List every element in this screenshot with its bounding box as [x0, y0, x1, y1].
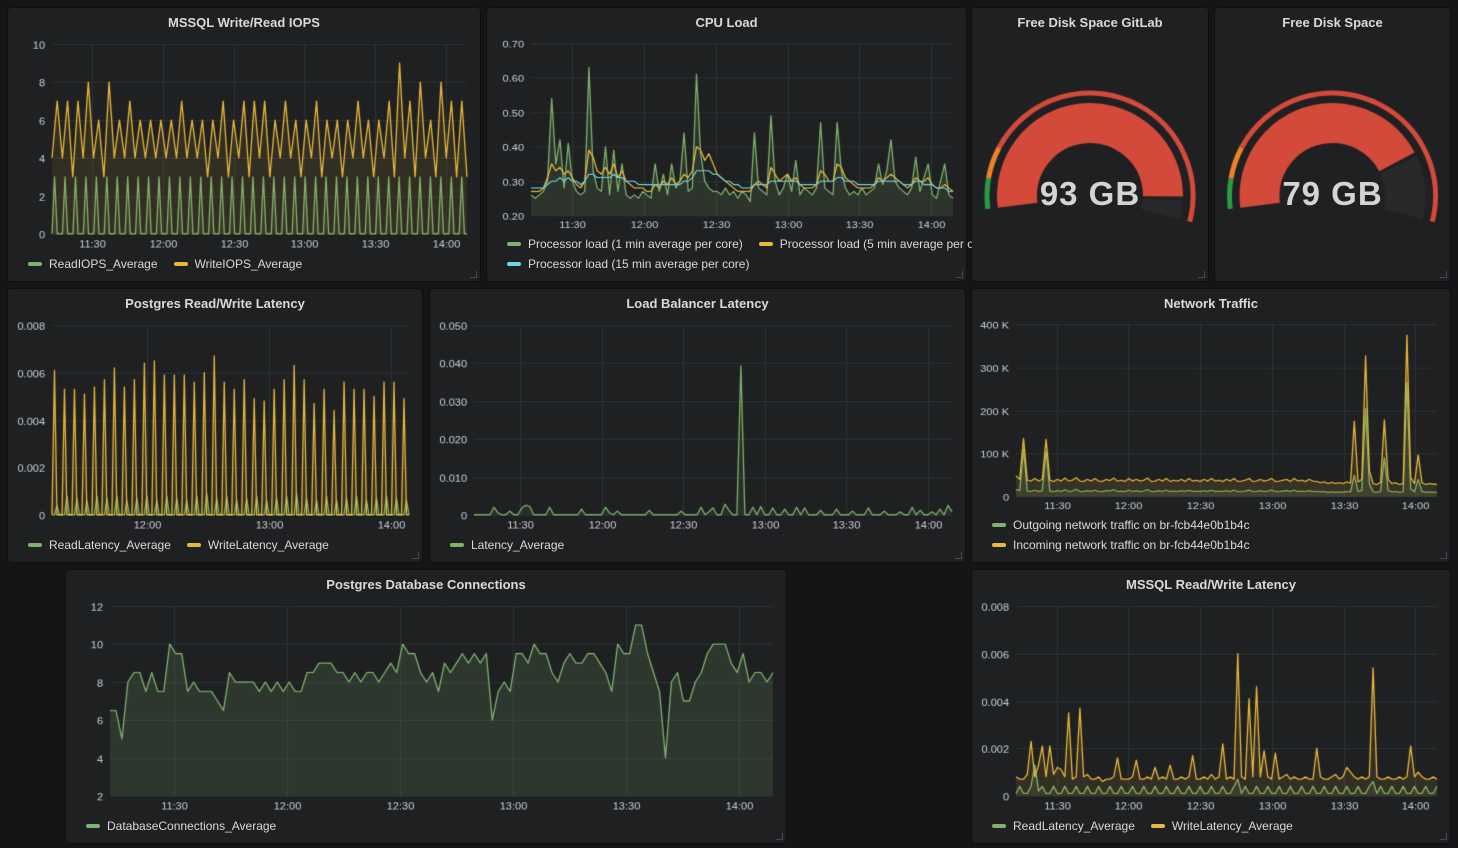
panel-resize-handle[interactable]: [470, 271, 477, 278]
legend-item[interactable]: ReadLatency_Average: [28, 535, 171, 555]
timeseries-chart-canvas[interactable]: [430, 316, 965, 534]
gauge-arc-canvas: [1215, 35, 1450, 281]
legend-series-label: Latency_Average: [471, 538, 565, 552]
panel-title[interactable]: Postgres Read/Write Latency: [125, 296, 305, 311]
chart-legend: ReadLatency_Average WriteLatency_Average: [8, 534, 422, 562]
gauge-value: 79 GB: [1282, 175, 1383, 212]
legend-series-label: DatabaseConnections_Average: [107, 819, 277, 833]
timeseries-chart-canvas[interactable]: [8, 316, 422, 534]
legend-series-label: Incoming network traffic on br-fcb44e0b1…: [1013, 538, 1250, 552]
legend-series-swatch: [992, 543, 1006, 547]
legend-series-swatch: [507, 242, 521, 246]
legend-series-label: ReadLatency_Average: [49, 538, 171, 552]
legend-series-label: WriteLatency_Average: [1171, 819, 1293, 833]
legend-item[interactable]: DatabaseConnections_Average: [86, 816, 276, 836]
legend-item[interactable]: Processor load (1 min average per core): [507, 234, 743, 254]
legend-series-swatch: [28, 543, 42, 547]
legend-item[interactable]: Processor load (5 min average per core): [758, 234, 995, 254]
legend-series-swatch: [758, 242, 773, 246]
gauge-area: 79 GB: [1215, 35, 1450, 281]
panel-title[interactable]: Free Disk Space: [1282, 15, 1383, 30]
panel-title[interactable]: Postgres Database Connections: [326, 577, 526, 592]
panel-resize-handle[interactable]: [776, 833, 783, 840]
timeseries-chart-canvas[interactable]: [972, 597, 1450, 815]
timeseries-chart-canvas[interactable]: [487, 35, 966, 233]
legend-series-swatch: [992, 523, 1006, 527]
legend-series-swatch: [173, 262, 188, 266]
panel-resize-handle[interactable]: [1440, 833, 1447, 840]
panel-resize-handle[interactable]: [955, 552, 962, 559]
panel-title[interactable]: Free Disk Space GitLab: [1017, 15, 1163, 30]
legend-series-label: WriteLatency_Average: [207, 538, 329, 552]
gauge-area: 93 GB: [972, 35, 1208, 281]
panel-load-balancer-latency: Load Balancer Latency Latency_Average: [430, 289, 965, 562]
chart-legend: ReadIOPS_Average WriteIOPS_Average: [8, 253, 480, 281]
panel-mssql-write-read-iops: MSSQL Write/Read IOPS ReadIOPS_Average Wr…: [8, 8, 480, 281]
legend-series-swatch: [1150, 824, 1165, 828]
panel-postgres-read-write-latency: Postgres Read/Write Latency ReadLatency_…: [8, 289, 422, 562]
timeseries-chart-canvas[interactable]: [972, 316, 1450, 514]
legend-item[interactable]: ReadIOPS_Average: [28, 254, 158, 274]
chart-legend: Processor load (1 min average per core) P…: [487, 233, 995, 281]
legend-item[interactable]: Incoming network traffic on br-fcb44e0b1…: [992, 535, 1250, 555]
gauge-arc-canvas: [972, 35, 1208, 281]
chart-legend: Outgoing network traffic on br-fcb44e0b1…: [972, 514, 1450, 562]
legend-series-swatch: [86, 824, 100, 828]
panel-postgres-database-connections: Postgres Database Connections DatabaseCo…: [66, 570, 786, 843]
panel-free-disk-space: Free Disk Space 79 GB: [1215, 8, 1450, 281]
legend-series-label: Processor load (15 min average per core): [528, 257, 750, 271]
chart-legend: Latency_Average: [430, 534, 965, 562]
legend-item[interactable]: Latency_Average: [450, 535, 564, 555]
legend-series-label: Outgoing network traffic on br-fcb44e0b1…: [1013, 518, 1250, 532]
legend-series-swatch: [186, 543, 201, 547]
panel-title[interactable]: Network Traffic: [1164, 296, 1258, 311]
legend-item[interactable]: ReadLatency_Average: [992, 816, 1135, 836]
legend-series-swatch: [450, 543, 464, 547]
legend-item[interactable]: Processor load (15 min average per core): [507, 254, 749, 274]
panel-title[interactable]: MSSQL Read/Write Latency: [1125, 577, 1296, 592]
panel-free-disk-space-gitlab: Free Disk Space GitLab 93 GB: [972, 8, 1208, 281]
legend-series-label: Processor load (5 min average per core): [779, 237, 995, 251]
legend-series-label: ReadLatency_Average: [1013, 819, 1135, 833]
panel-resize-handle[interactable]: [1440, 552, 1447, 559]
panel-resize-handle[interactable]: [956, 271, 963, 278]
panel-resize-handle[interactable]: [412, 552, 419, 559]
legend-series-swatch: [28, 262, 42, 266]
chart-area: [66, 597, 786, 815]
panel-title[interactable]: Load Balancer Latency: [626, 296, 769, 311]
panel-resize-handle[interactable]: [1440, 271, 1447, 278]
timeseries-chart-canvas[interactable]: [8, 35, 480, 253]
panel-title[interactable]: MSSQL Write/Read IOPS: [168, 15, 320, 30]
chart-area: [972, 597, 1450, 815]
gauge-value: 93 GB: [1039, 175, 1141, 212]
chart-area: [8, 316, 422, 534]
legend-item[interactable]: WriteIOPS_Average: [173, 254, 303, 274]
legend-series-swatch: [507, 262, 521, 266]
panel-resize-handle[interactable]: [1198, 271, 1205, 278]
chart-area: [972, 316, 1450, 514]
chart-area: [487, 35, 966, 233]
chart-legend: ReadLatency_Average WriteLatency_Average: [972, 815, 1450, 843]
legend-series-label: WriteIOPS_Average: [194, 257, 303, 271]
chart-area: [430, 316, 965, 534]
panel-mssql-read-write-latency: MSSQL Read/Write Latency ReadLatency_Ave…: [972, 570, 1450, 843]
legend-series-label: ReadIOPS_Average: [49, 257, 158, 271]
legend-item[interactable]: WriteLatency_Average: [1150, 816, 1293, 836]
timeseries-chart-canvas[interactable]: [66, 597, 786, 815]
legend-series-label: Processor load (1 min average per core): [528, 237, 743, 251]
legend-item[interactable]: Outgoing network traffic on br-fcb44e0b1…: [992, 515, 1250, 535]
panel-title[interactable]: CPU Load: [695, 15, 758, 30]
panel-network-traffic: Network Traffic Outgoing network traffic…: [972, 289, 1450, 562]
chart-legend: DatabaseConnections_Average: [66, 815, 786, 843]
panel-cpu-load: CPU Load Processor load (1 min average p…: [487, 8, 995, 281]
chart-area: [8, 35, 480, 253]
legend-series-swatch: [992, 824, 1006, 828]
legend-item[interactable]: WriteLatency_Average: [186, 535, 329, 555]
